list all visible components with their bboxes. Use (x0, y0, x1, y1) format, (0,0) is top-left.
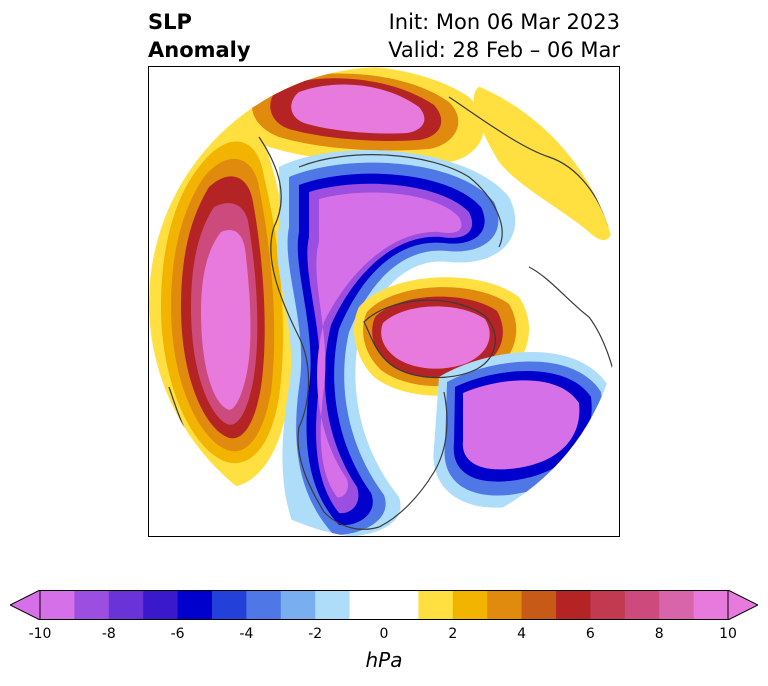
colorbar-bin (659, 590, 695, 620)
colorbar-bin (693, 590, 729, 620)
colorbar-ticks: -10 -8 -6 -4 -2 0 2 4 6 8 10 (0, 626, 768, 646)
colorbar-tick-label: -4 (239, 626, 254, 642)
colorbar-bin (40, 590, 75, 620)
colorbar-bin (590, 590, 626, 620)
arctic-low-anomaly (276, 150, 516, 536)
colorbar-extend-max (727, 589, 760, 621)
colorbar-bin (177, 590, 213, 620)
colorbar-bin (487, 590, 523, 620)
colorbar-bin (556, 590, 591, 620)
colorbar-bin (280, 590, 316, 620)
siberia-high-anomaly (230, 67, 484, 164)
colorbar-bin (624, 590, 660, 620)
colorbar-bin (108, 590, 144, 620)
colorbar-bin (418, 590, 454, 620)
slp-anomaly-map (149, 67, 619, 536)
title-right: Init: Mon 06 Mar 2023 Valid: 28 Feb – 06… (388, 8, 620, 64)
colorbar-tick-label: 0 (379, 626, 389, 642)
colorbar-bin (521, 590, 557, 620)
colorbar-tick-label: 2 (448, 626, 458, 642)
colorbar (8, 589, 760, 621)
colorbar-bin (74, 590, 110, 620)
colorbar-bin (452, 590, 488, 620)
colorbar-tick-label: 6 (585, 626, 595, 642)
colorbar-outline (39, 590, 729, 620)
colorbar-tick-label: -2 (308, 626, 323, 642)
colorbar-svg (8, 589, 760, 621)
title-slp: SLP (148, 10, 192, 34)
init-label: Init: Mon 06 Mar 2023 (388, 10, 620, 34)
map-panel (148, 66, 620, 537)
colorbar-bin (349, 590, 419, 620)
colorbar-tick-label: 10 (719, 626, 737, 642)
colorbar-bin (315, 590, 351, 620)
colorbar-bin (246, 590, 282, 620)
colorbar-tick-label: -8 (101, 626, 116, 642)
valid-label: Valid: 28 Feb – 06 Mar (388, 38, 620, 62)
title-left: SLP Anomaly (148, 8, 251, 64)
colorbar-units: hPa (365, 648, 403, 672)
eurasia-positive-anomaly (473, 87, 613, 240)
pacific-high-anomaly (149, 119, 293, 487)
colorbar-tick-label: 4 (517, 626, 527, 642)
title-anomaly: Anomaly (148, 38, 251, 62)
colorbar-tick-label: -10 (28, 626, 52, 642)
colorbar-bin (143, 590, 179, 620)
colorbar-bin (212, 590, 247, 620)
colorbar-tick-label: -6 (170, 626, 185, 642)
colorbar-extend-min (8, 589, 41, 621)
colorbar-tick-label: 8 (654, 626, 664, 642)
